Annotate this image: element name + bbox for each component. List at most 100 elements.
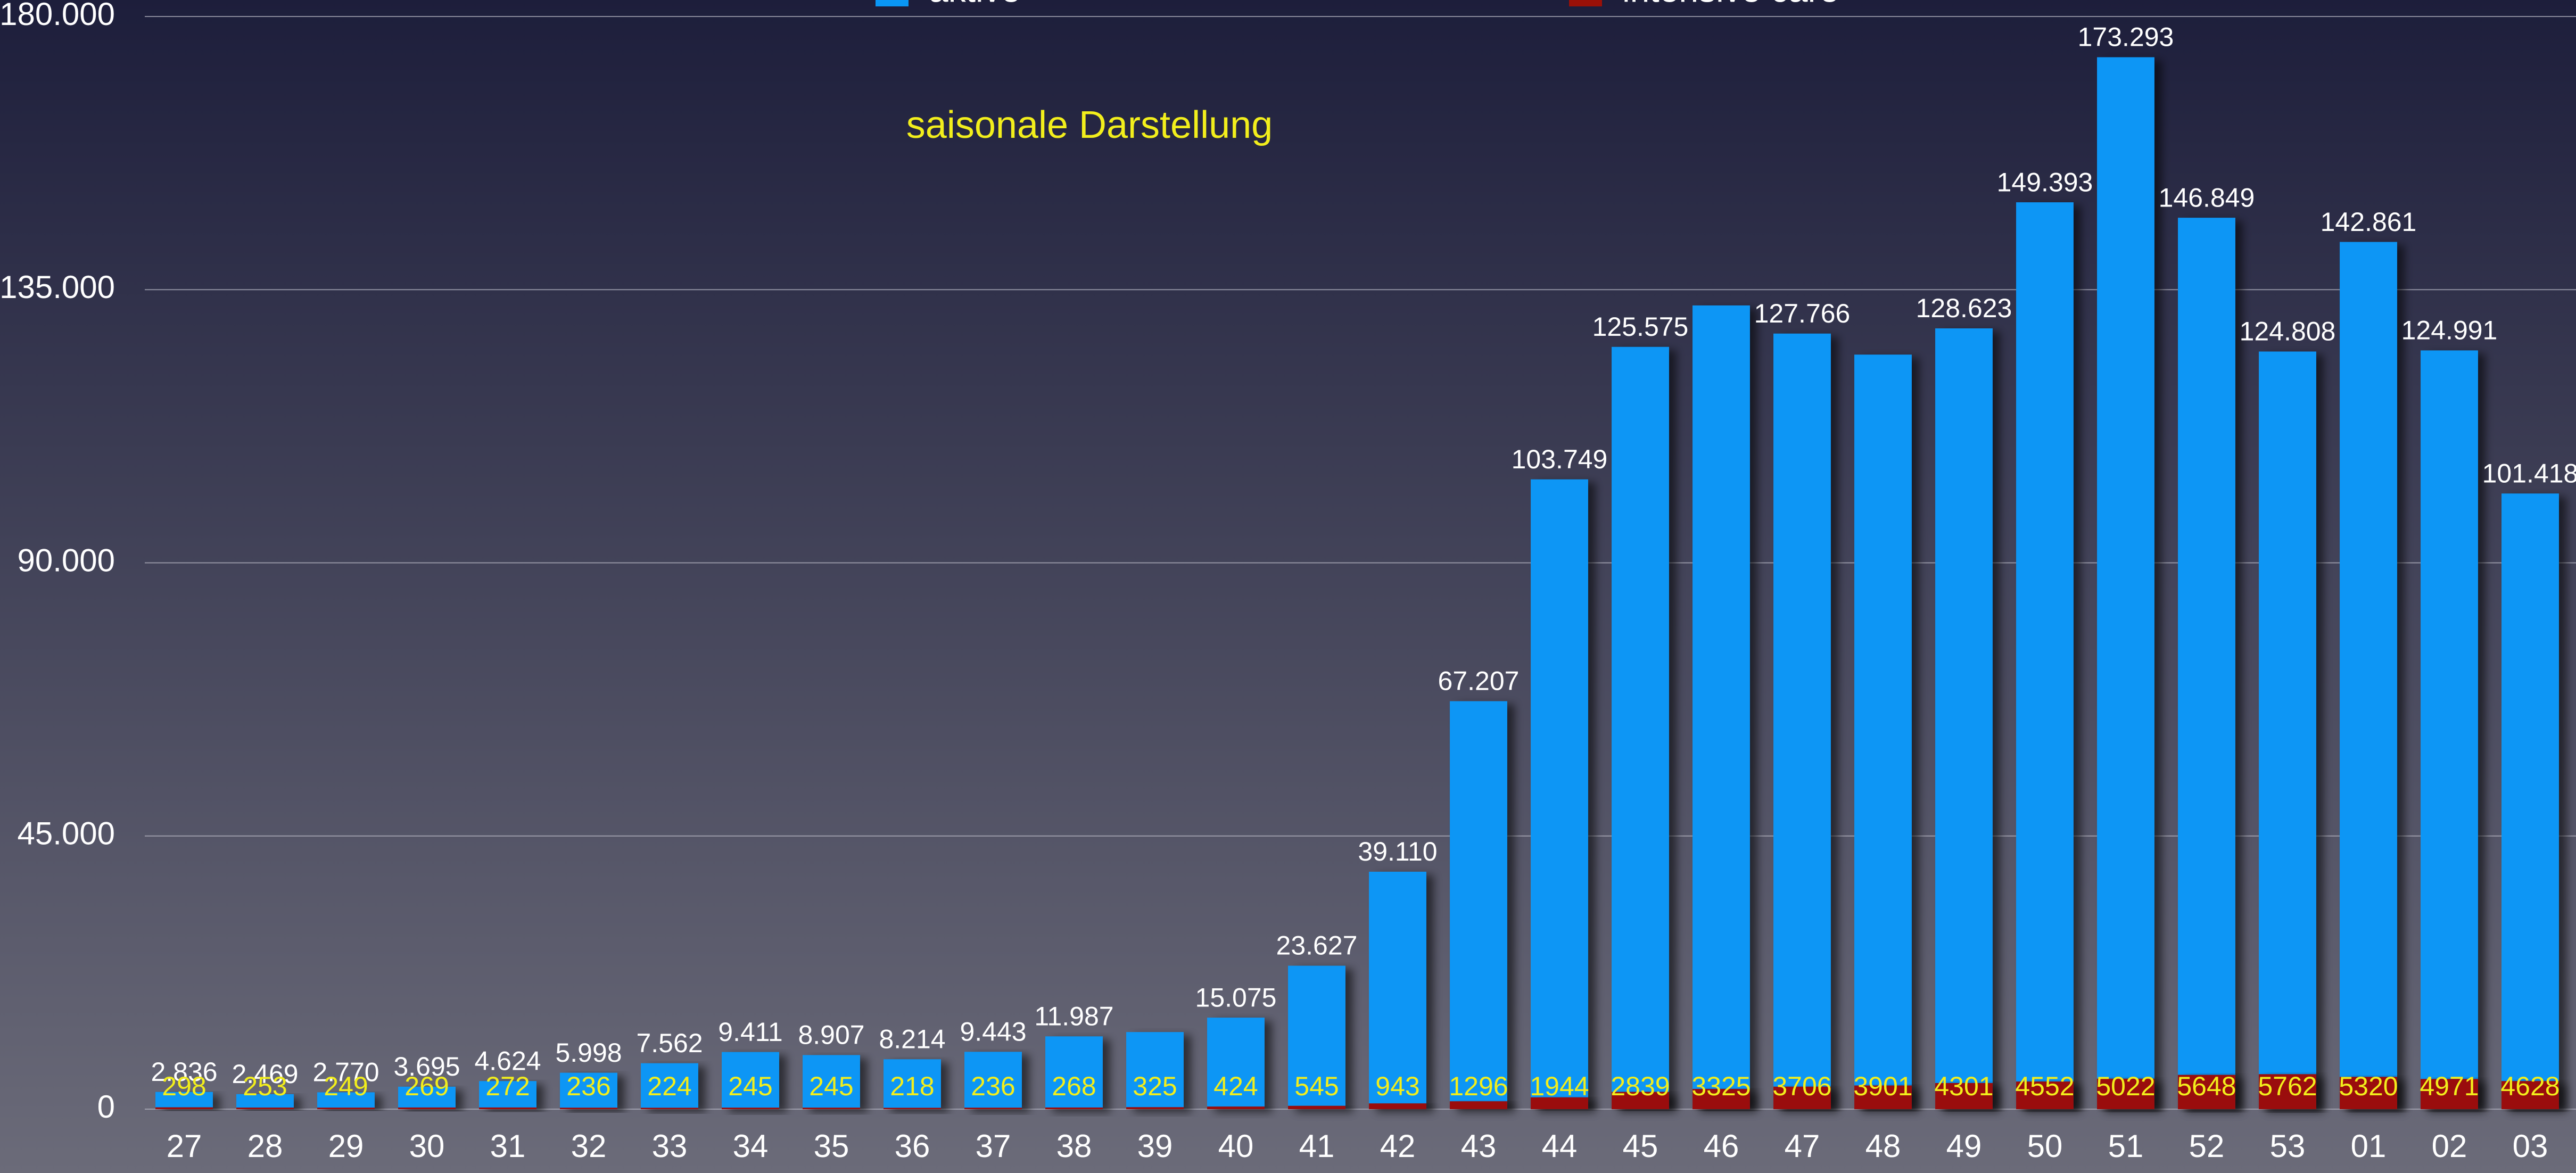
x-tick-label: 44	[1542, 1128, 1578, 1164]
bar	[2178, 1075, 2235, 1109]
bar	[2421, 1079, 2478, 1109]
data-label: 8.214	[879, 1025, 945, 1054]
bar	[560, 1108, 617, 1109]
data-label: 224	[647, 1071, 691, 1101]
bar	[1854, 354, 1912, 1109]
x-tick-label: 48	[1865, 1128, 1901, 1164]
data-label: 236	[971, 1071, 1015, 1101]
bar	[884, 1059, 941, 1109]
data-label: 124.808	[2240, 317, 2336, 346]
data-label: 5.998	[555, 1038, 622, 1068]
bar	[1450, 1101, 1507, 1109]
data-label: 272	[485, 1071, 530, 1101]
x-tick-label: 35	[814, 1128, 849, 1164]
data-label: 253	[243, 1071, 287, 1101]
bar	[2016, 202, 2074, 1109]
bar	[2178, 218, 2235, 1109]
bar	[2097, 1078, 2154, 1109]
y-tick-label: 0	[97, 1089, 115, 1125]
bar	[641, 1108, 698, 1109]
data-label: 5762	[2258, 1071, 2317, 1101]
bar	[236, 1094, 294, 1109]
x-tick-label: 01	[2351, 1128, 2387, 1164]
y-tick-label: 180.000	[0, 0, 115, 32]
data-label: 236	[566, 1071, 610, 1101]
data-label: 8.907	[798, 1020, 864, 1050]
bar	[2259, 1074, 2316, 1109]
bar	[2501, 493, 2559, 1109]
data-label: 3325	[1691, 1071, 1751, 1101]
data-label: 1296	[1449, 1071, 1508, 1101]
x-tick-label: 45	[1623, 1128, 1658, 1164]
data-label: 269	[404, 1071, 449, 1101]
bar	[2501, 1081, 2559, 1109]
bar	[560, 1072, 617, 1109]
legend-swatch	[876, 0, 909, 6]
data-label: 5022	[2096, 1071, 2155, 1101]
bar	[398, 1107, 456, 1109]
x-tick-label: 02	[2432, 1128, 2467, 1164]
data-label: 103.749	[1512, 444, 1608, 474]
bar	[1692, 1089, 1750, 1109]
y-tick-label: 45.000	[17, 816, 115, 852]
data-label: 4.624	[474, 1046, 541, 1076]
legend-label: intensive care	[1622, 0, 1839, 9]
x-tick-label: 52	[2189, 1128, 2225, 1164]
data-label: 11.987	[1034, 1001, 1113, 1031]
x-tick-label: 49	[1946, 1128, 1982, 1164]
data-label: 101.418	[2482, 458, 2576, 488]
data-label: 149.393	[1997, 167, 2093, 197]
bar	[1045, 1036, 1103, 1109]
bar	[236, 1108, 294, 1109]
data-label: 3901	[1853, 1071, 1912, 1101]
x-tick-label: 31	[490, 1128, 526, 1164]
x-tick-label: 42	[1380, 1128, 1416, 1164]
data-label: 67.207	[1438, 666, 1520, 696]
bar	[641, 1063, 698, 1109]
bar	[1126, 1032, 1184, 1109]
x-tick-label: 30	[409, 1128, 445, 1164]
data-label: 424	[1213, 1071, 1258, 1101]
x-tick-label: 27	[167, 1128, 202, 1164]
bar	[1531, 1097, 1588, 1109]
bar	[1612, 346, 1669, 1110]
data-label: 2839	[1611, 1071, 1670, 1101]
bar	[1207, 1106, 1265, 1109]
data-label: 943	[1375, 1071, 1419, 1101]
bar	[1126, 1107, 1184, 1109]
data-label: 142.861	[2321, 207, 2417, 237]
data-label: 1944	[1530, 1071, 1589, 1101]
y-tick-label: 135.000	[0, 269, 115, 305]
data-label: 146.849	[2159, 183, 2255, 212]
data-label: 268	[1052, 1071, 1096, 1101]
x-tick-label: 36	[895, 1128, 930, 1164]
bar	[155, 1107, 213, 1109]
bar	[1288, 965, 1345, 1109]
data-label: 218	[890, 1071, 934, 1101]
x-tick-label: 41	[1299, 1128, 1335, 1164]
data-label: 127.766	[1754, 299, 1851, 328]
x-tick-label: 33	[652, 1128, 688, 1164]
bar	[1773, 1086, 1831, 1109]
data-label: 3.695	[393, 1052, 460, 1081]
annotation: saisonale Darstellung	[906, 104, 1273, 146]
data-label: 39.110	[1358, 837, 1437, 866]
x-tick-label: 39	[1137, 1128, 1173, 1164]
bar	[2340, 1077, 2397, 1109]
data-label: 298	[162, 1071, 206, 1101]
y-tick-label: 90.000	[17, 542, 115, 578]
bar	[317, 1108, 375, 1109]
x-tick-label: 28	[247, 1128, 283, 1164]
data-label: 7.562	[636, 1028, 703, 1058]
bar	[722, 1052, 779, 1109]
bar	[964, 1052, 1022, 1109]
data-label: 23.627	[1276, 931, 1358, 961]
data-label: 128.623	[1916, 293, 2012, 323]
data-label: 173.293	[2078, 22, 2174, 52]
data-label: 545	[1294, 1071, 1339, 1101]
x-tick-label: 38	[1056, 1128, 1092, 1164]
bar	[1369, 871, 1426, 1109]
bar	[803, 1108, 860, 1109]
bar	[155, 1092, 213, 1109]
bar	[398, 1086, 456, 1109]
